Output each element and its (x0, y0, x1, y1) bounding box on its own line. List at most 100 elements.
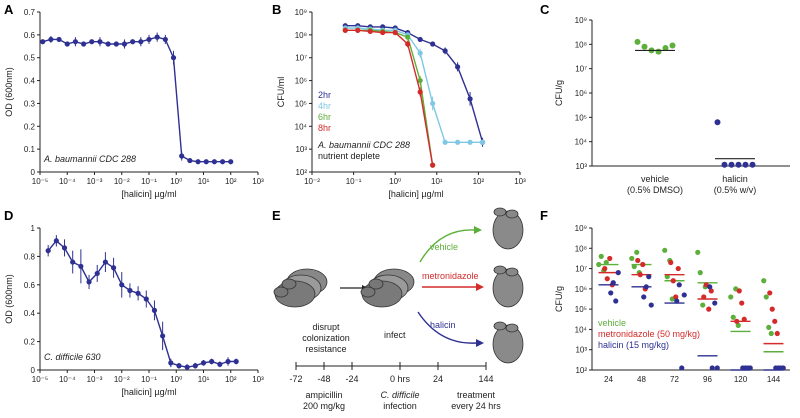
panel-f-x-tick-label: 72 (670, 375, 679, 384)
panel-f-data-point (768, 330, 774, 337)
timeline-tick-label: 144 (478, 374, 493, 384)
panel-f-x-tick-label: 144 (767, 375, 781, 384)
panel-a-data-point (48, 36, 54, 43)
panel-f-chart: 10² 10³ 10⁴ 10⁵ 10⁶ 10⁷ 10⁸ 10⁹ CFU/g 24 48 72 96 120… (554, 224, 790, 384)
panel-d-y-tick-label: 0.6 (24, 281, 36, 290)
panel-f-data-point (728, 294, 734, 300)
panel-a-y-tick-label: 0.5 (24, 54, 36, 63)
panel-c-y-tick-label: 10⁹ (575, 16, 587, 25)
panel-d-data-point (94, 270, 100, 277)
watermark-text: 搜狐号@中国企业新闻观察网 (555, 398, 724, 413)
panel-d-x-tick-label: 10³ (252, 375, 264, 384)
panel-a-y-tick-label: 0 (31, 168, 36, 177)
panel-f-data-point (664, 274, 670, 280)
mouse-halicin-icon (492, 321, 524, 364)
arrowhead-vehicle-icon (474, 226, 482, 234)
panel-d-data-point (127, 287, 133, 294)
label-metronidazole: metronidazole (422, 271, 479, 281)
panel-a-data-point (187, 157, 193, 164)
panel-d-data-point (70, 259, 76, 265)
panel-f-data-point (730, 314, 736, 320)
panel-c-y-tick-label: 10⁴ (575, 138, 588, 147)
panel-a-y-tick-label: 0.3 (24, 99, 36, 108)
panel-c-y-axis-label: CFU/g (554, 80, 564, 106)
panel-f-data-point (676, 282, 682, 288)
panel-f-data-point (598, 253, 604, 259)
panel-b-data-point (467, 139, 473, 145)
panel-b-y-tick-label: 10⁸ (295, 31, 307, 40)
panel-c-data-point (721, 161, 728, 168)
panel-c-category-label: halicin (722, 174, 748, 184)
panel-b-legend-entry: 6hr (318, 112, 331, 122)
panel-d-y-axis-label: OD (600nm) (4, 274, 14, 324)
panel-b-y-tick-label: 10⁷ (295, 54, 307, 63)
panel-b-data-point (442, 139, 448, 145)
panel-a-data-point (154, 34, 160, 40)
panel-letter-f: F (540, 208, 548, 223)
panel-f-data-point (674, 298, 680, 304)
panel-c-category-sublabel: (0.5% w/v) (714, 185, 757, 195)
panel-b-data-point (417, 77, 423, 84)
panel-d-data-point (200, 360, 207, 366)
panel-b-y-tick-label: 10⁹ (295, 8, 307, 17)
panel-d-data-point (225, 358, 231, 365)
panel-f-y-tick-label: 10³ (575, 346, 587, 355)
panel-d-data-point (217, 361, 223, 367)
panel-f-y-tick-label: 10⁸ (575, 244, 587, 253)
panel-f-data-point (707, 284, 713, 290)
panel-d-data-point (233, 358, 239, 365)
panel-b-data-point (479, 139, 486, 145)
panel-a-data-point (121, 41, 128, 47)
panel-c-data-point (728, 161, 735, 168)
panel-d-x-axis-label: [halicin] µg/ml (121, 387, 176, 397)
panel-f-data-point (603, 259, 609, 266)
panel-a-series-line (42, 36, 231, 163)
panel-b-annotation-condition: nutrient deplete (318, 151, 380, 161)
panel-f-data-point (714, 365, 720, 371)
panel-b-y-axis-label: CFU/ml (276, 77, 286, 108)
panel-c-category-label: vehicle (641, 174, 669, 184)
panel-f-data-point (635, 257, 641, 264)
panel-d-chart: 10⁻⁵ 10⁻⁴ 10⁻³ 10⁻² 10⁻¹ 10⁰ 10¹ 10² 10³ 0 0.2 0.4 0… (4, 224, 264, 397)
panel-d-data-point (151, 307, 158, 313)
panel-f-data-point (662, 247, 668, 253)
panel-f-data-point (708, 288, 714, 294)
panel-c-y-tick-label: 10⁵ (575, 113, 587, 122)
panel-b-data-point (342, 27, 348, 33)
panel-b-data-point (380, 29, 386, 36)
panel-c-data-point (749, 161, 756, 168)
panel-a-data-point (64, 41, 70, 47)
panel-f-data-point (648, 302, 654, 308)
panel-b-y-tick-label: 10⁵ (295, 99, 307, 108)
panel-a-data-point (138, 39, 144, 45)
panel-f-data-point (604, 276, 610, 282)
panel-a-data-point (97, 39, 103, 45)
panel-d-data-point (143, 296, 149, 302)
panel-b-x-tick-label: 10⁻¹ (346, 177, 362, 186)
panel-d-data-point (110, 265, 117, 271)
label-ampicillin-1: ampicillin (305, 390, 342, 400)
panel-a-y-tick-label: 0.7 (24, 8, 36, 17)
panel-a-x-tick-label: 10⁻¹ (141, 177, 157, 186)
panel-c-data-point (742, 161, 749, 168)
panel-d-y-tick-label: 1 (31, 224, 36, 233)
label-disrupt-2: colonization (302, 333, 350, 343)
panel-letter-b: B (272, 2, 281, 17)
panel-f-y-tick-label: 10⁵ (575, 305, 587, 314)
panel-a-data-point (81, 41, 87, 47)
panel-d-y-tick-label: 0 (31, 366, 36, 375)
label-treatment-2: every 24 hrs (451, 401, 501, 411)
panel-d-x-tick-label: 10⁻⁵ (32, 375, 48, 384)
panel-a-x-tick-label: 10⁰ (170, 177, 182, 186)
panel-d-data-point (160, 333, 166, 339)
panel-f-legend-entry: metronidazole (50 mg/kg) (598, 329, 700, 339)
panel-c-data-point (735, 161, 742, 168)
panel-d-data-point (53, 238, 59, 244)
label-ampicillin-2: 200 mg/kg (303, 401, 345, 411)
panel-d-data-point (45, 248, 51, 254)
timeline-tick-label: -24 (345, 374, 358, 384)
panel-f-data-point (607, 255, 613, 262)
panel-f-data-point (741, 316, 747, 322)
panel-a-y-tick-label: 0.1 (24, 145, 36, 154)
panel-f-x-tick-label: 24 (604, 375, 613, 384)
